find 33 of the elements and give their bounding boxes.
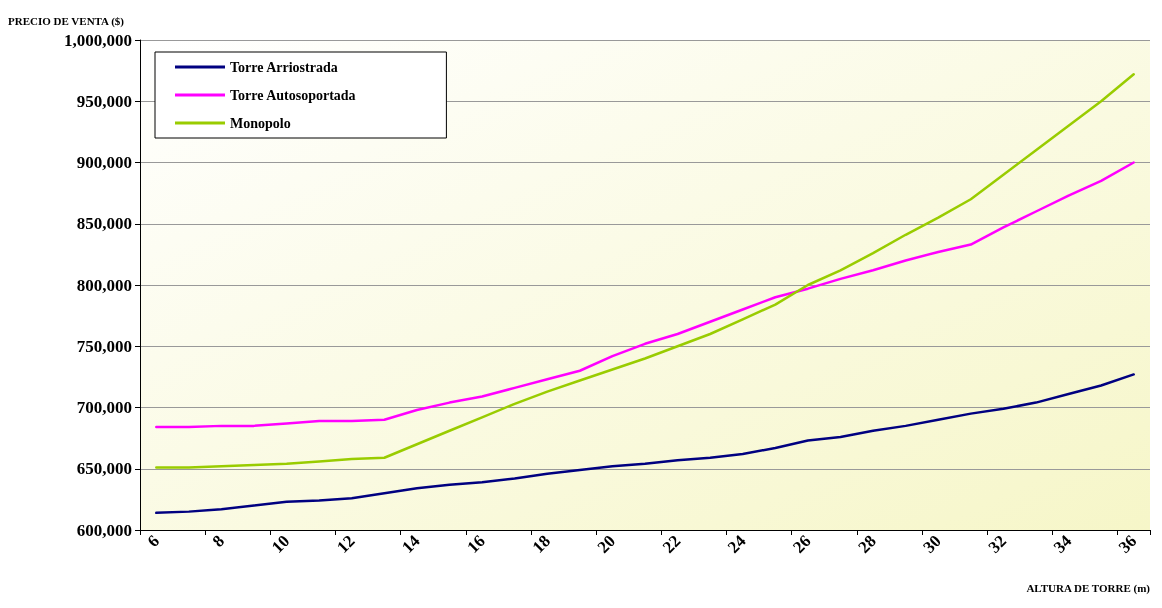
x-tick-label: 36 — [1114, 531, 1141, 557]
x-tick-label: 8 — [208, 531, 229, 551]
y-tick-label: 750,000 — [76, 336, 132, 356]
y-tick-label: 650,000 — [76, 459, 132, 479]
y-tick-label: 850,000 — [76, 214, 132, 234]
line-series — [155, 373, 1135, 515]
y-tick-label: 600,000 — [76, 520, 132, 540]
x-tick-label: 14 — [398, 530, 425, 557]
x-tick-label: 28 — [854, 531, 880, 557]
legend-label: Monopolo — [230, 115, 291, 131]
x-tick-label: 16 — [463, 531, 489, 557]
x-tick-label: 20 — [593, 531, 620, 557]
x-tick-label: 10 — [267, 531, 294, 557]
x-tick-label: 22 — [658, 531, 685, 557]
x-tick-label: 12 — [333, 531, 359, 557]
y-axis-title: PRECIO DE VENTA ($) — [8, 14, 125, 28]
x-tick-label: 18 — [528, 531, 554, 557]
y-tick-label: 700,000 — [76, 398, 132, 417]
y-tick-label: 1,000,000 — [64, 30, 132, 50]
x-tick-label: 32 — [984, 531, 1011, 557]
x-tick-label: 24 — [724, 530, 750, 557]
legend-label: Torre Autosoportada — [230, 87, 356, 103]
y-tick-label: 950,000 — [76, 91, 132, 111]
x-tick-label: 6 — [143, 531, 164, 551]
x-tick-label: 30 — [919, 531, 945, 557]
x-tick-label: 26 — [789, 531, 815, 557]
x-axis-title: ALTURA DE TORRE (m) — [1026, 581, 1151, 595]
line-series — [155, 73, 1135, 469]
x-tick-label: 34 — [1049, 530, 1076, 557]
y-tick-label: 800,000 — [76, 275, 132, 295]
legend-label: Torre Arriostrada — [230, 59, 338, 75]
y-tick-label: 900,000 — [76, 153, 132, 172]
line-series — [155, 161, 1135, 429]
